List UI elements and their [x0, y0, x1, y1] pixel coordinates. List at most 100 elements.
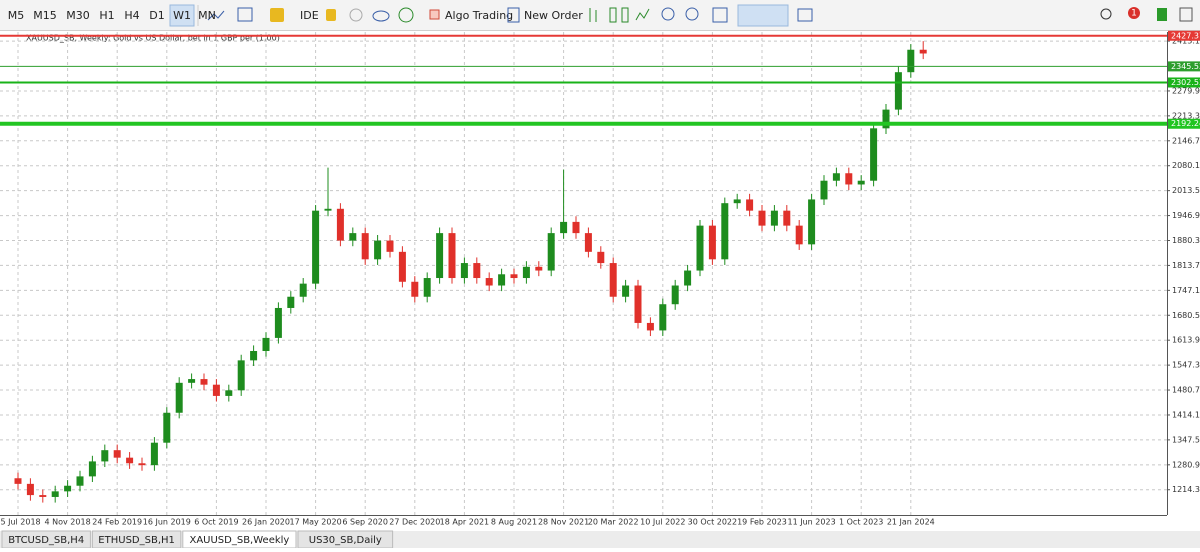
- price-level-tag: [1168, 30, 1200, 41]
- candle-body: [163, 412, 171, 443]
- price-level-tag: [1168, 118, 1200, 129]
- timeframe-button[interactable]: D1: [149, 9, 164, 22]
- timeframe-button[interactable]: M15: [33, 9, 57, 22]
- candle-body: [237, 360, 245, 391]
- y-tick-label: 1880.30: [1172, 236, 1200, 245]
- x-tick-label: 30 Oct 2022: [688, 518, 737, 527]
- candle-body: [646, 322, 654, 331]
- candle-body: [250, 351, 258, 361]
- x-tick-label: 10 Jul 2022: [640, 518, 685, 527]
- menu-icon[interactable]: [1179, 7, 1193, 22]
- candle-body: [696, 225, 704, 271]
- candle-body: [460, 263, 468, 279]
- candle-body: [436, 233, 444, 279]
- algo-icon[interactable]: [429, 9, 440, 20]
- candle-body: [795, 225, 803, 245]
- new-order-button[interactable]: New Order: [524, 9, 583, 22]
- candle-body: [498, 274, 506, 286]
- x-tick-label: 26 Jan 2020: [242, 518, 290, 527]
- x-tick-label: 11 Jun 2023: [788, 518, 836, 527]
- candle-body: [26, 483, 34, 496]
- chart-style-icons[interactable]: [589, 7, 650, 23]
- y-tick-label: 1547.30: [1172, 361, 1200, 370]
- candle-body: [659, 304, 667, 331]
- candle-body: [510, 274, 518, 279]
- notification-badge[interactable]: [1128, 7, 1140, 19]
- timeframe-button[interactable]: W1: [173, 9, 191, 22]
- candle-body: [101, 450, 109, 462]
- candle-body: [200, 379, 208, 385]
- tile-icon[interactable]: [712, 7, 728, 23]
- y-tick-label: 1214.30: [1172, 485, 1200, 494]
- search-icon[interactable]: [1100, 8, 1112, 20]
- candle-body: [919, 49, 927, 54]
- algo-trading-button[interactable]: Algo Trading: [445, 9, 513, 22]
- candle-body: [287, 296, 295, 308]
- zoom-in[interactable]: [661, 7, 675, 21]
- candle-body: [634, 285, 642, 323]
- x-tick-label: 16 Jun 2019: [143, 518, 191, 527]
- candle-body: [820, 180, 828, 200]
- price-level-label: 2192.24: [1171, 119, 1200, 128]
- timeframe-button[interactable]: H4: [124, 9, 139, 22]
- chart-tab-label: US30_SB,Daily: [309, 535, 382, 546]
- profiles-icon[interactable]: [270, 8, 284, 22]
- timeframe-button[interactable]: MN: [198, 9, 216, 22]
- candle-body: [299, 283, 307, 297]
- chart-tab-label: ETHUSD_SB,H1: [98, 535, 175, 546]
- candle-body: [746, 199, 754, 211]
- notification-count: 1: [1131, 9, 1137, 19]
- chart-tab-label: XAUUSD_SB,Weekly: [189, 535, 289, 546]
- candle-body: [39, 495, 47, 497]
- lock-icon[interactable]: [326, 9, 336, 21]
- x-tick-label: 15 Jul 2018: [0, 518, 41, 527]
- price-level-label: 2345.52: [1171, 62, 1200, 71]
- template-icon[interactable]: [237, 7, 253, 22]
- x-tick-label: 1 Oct 2023: [839, 518, 883, 527]
- new-order-icon[interactable]: [507, 7, 520, 23]
- timeframe-button[interactable]: M30: [66, 9, 90, 22]
- x-tick-label: 27 Dec 2020: [389, 518, 440, 527]
- x-tick-label: 24 Feb 2019: [92, 518, 142, 527]
- timeframe-button[interactable]: M5: [8, 9, 25, 22]
- vps-icon[interactable]: [398, 7, 414, 23]
- price-level-label: 2302.52: [1171, 78, 1200, 87]
- chart-area: [0, 32, 1200, 530]
- toolbar: [0, 0, 1200, 30]
- chart-type-icon[interactable]: [207, 10, 225, 21]
- ide-button[interactable]: IDE: [300, 9, 319, 22]
- account-icon[interactable]: [1157, 8, 1167, 21]
- cloud-icon[interactable]: [372, 10, 390, 22]
- chart-title: XAUUSD_SB, Weekly: Gold vs US Dollar, be…: [26, 34, 280, 43]
- candle-body: [882, 109, 890, 129]
- candle-body: [808, 199, 816, 245]
- scroll-buttons[interactable]: [737, 4, 789, 27]
- signal-icon[interactable]: [349, 8, 363, 22]
- candle-body: [51, 491, 59, 497]
- candle-body: [758, 210, 766, 226]
- y-tick-label: 1613.90: [1172, 336, 1200, 345]
- x-tick-label: 4 Nov 2018: [45, 518, 91, 527]
- candle-body: [845, 173, 853, 185]
- plot: 2413.10 2279.90 2213.30 2146.70 2080.10 2013.…: [0, 30, 1200, 527]
- candle-body: [349, 233, 357, 241]
- candle-body: [423, 278, 431, 297]
- y-tick-label: 2013.50: [1172, 186, 1200, 195]
- candle-body: [324, 208, 332, 211]
- timeframe-button[interactable]: H1: [99, 9, 114, 22]
- candle-body: [770, 210, 778, 226]
- y-tick-label: 1280.90: [1172, 460, 1200, 469]
- candle-body: [274, 307, 282, 338]
- candle-body: [336, 208, 344, 241]
- candle-body: [783, 210, 791, 226]
- chart-tab-label: BTCUSD_SB,H4: [8, 535, 84, 546]
- x-tick-label: 6 Sep 2020: [342, 518, 388, 527]
- zoom-out[interactable]: [685, 7, 699, 21]
- candle-body: [126, 457, 134, 464]
- candle-body: [857, 180, 865, 185]
- active-timeframe: [169, 4, 195, 27]
- screenshot-icon[interactable]: [797, 8, 813, 22]
- candle-body: [609, 263, 617, 297]
- x-tick-label: 21 Jan 2024: [887, 518, 935, 527]
